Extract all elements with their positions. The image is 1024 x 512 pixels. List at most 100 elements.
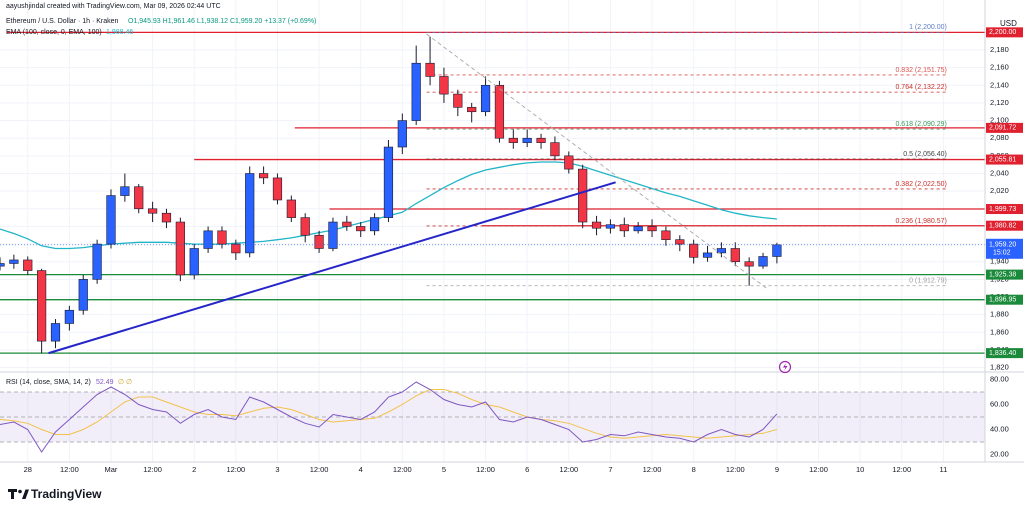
countdown: 15:02 — [993, 250, 1011, 257]
last-price-label: 1,959.20 — [989, 242, 1016, 249]
candle-body — [619, 224, 629, 232]
candle-body — [453, 93, 463, 108]
y-tick-label: 2,020 — [990, 186, 1009, 195]
candle-body — [702, 252, 713, 258]
candle-body — [134, 186, 144, 210]
level-tag — [986, 154, 1023, 165]
x-tick-label: 12:00 — [726, 465, 745, 474]
candle-body — [494, 84, 505, 139]
currency: USD — [1000, 19, 1017, 28]
candle-body — [578, 168, 588, 223]
candle-body — [0, 263, 5, 267]
last-price-tag — [986, 238, 1023, 259]
level-tag-label: 2,200.00 — [989, 29, 1016, 36]
x-tick-label: 5 — [442, 465, 446, 474]
x-tick-label: 4 — [359, 465, 363, 474]
candle-body — [9, 259, 19, 264]
x-tick-label: 12:00 — [393, 465, 412, 474]
credit: aayushjindal created with TradingView.co… — [6, 3, 221, 10]
level-tag — [986, 220, 1023, 231]
candle-body — [744, 261, 754, 267]
level-tag-label: 2,091.72 — [989, 125, 1016, 132]
candle-body — [231, 243, 241, 254]
fib-label: 0.764 (2,132.22) — [895, 84, 946, 91]
ema-value: 1,988.46 — [106, 29, 133, 36]
alert-icon[interactable] — [778, 360, 792, 374]
candle-body — [272, 177, 283, 201]
level-tag — [986, 269, 1023, 280]
trend-line — [426, 33, 767, 289]
fib-label: 0 (1,912.79) — [909, 278, 947, 285]
candle-body — [550, 142, 560, 157]
level-tag-label: 1,836.40 — [989, 350, 1016, 357]
candle-body — [148, 208, 158, 214]
candle-body — [50, 323, 61, 342]
candle-body — [633, 226, 643, 232]
candle-body — [758, 256, 768, 267]
x-tick-label: 2 — [192, 465, 196, 474]
x-tick-label: 10 — [856, 465, 864, 474]
y-tick-label: 1,880 — [990, 310, 1009, 319]
trend-line — [48, 181, 616, 355]
level-tag — [986, 122, 1023, 133]
x-tick-label: 12:00 — [143, 465, 162, 474]
level-tag-label: 2,055.81 — [989, 156, 1016, 163]
level-tag — [986, 27, 1023, 38]
candle-body — [175, 221, 185, 276]
candle-body — [64, 309, 74, 324]
candle-body — [203, 230, 213, 249]
brand: TradingView — [31, 487, 102, 501]
x-tick-label: 7 — [608, 465, 612, 474]
symbol: Ethereum / U.S. Dollar · 1h · Kraken — [6, 18, 119, 25]
candle-body — [314, 234, 324, 249]
candle-body — [37, 270, 47, 342]
ema-label: EMA (100, close, 0, EMA, 100) — [6, 29, 102, 36]
candle-body — [564, 155, 574, 170]
fib-label: 0.236 (1,980.57) — [895, 218, 946, 225]
rsi-value: 52.49 — [96, 379, 114, 386]
candle-body — [605, 224, 616, 229]
candle-body — [675, 239, 685, 245]
candle-body — [120, 186, 130, 196]
candle-body — [467, 107, 477, 113]
candle-body — [356, 226, 366, 232]
candle-body — [369, 217, 380, 232]
candle-body — [508, 137, 518, 143]
candle-body — [647, 226, 657, 232]
rsi-sma-line — [0, 389, 778, 439]
candle-body — [689, 243, 699, 258]
rsi-title: RSI (14, close, SMA, 14, 2) — [6, 379, 91, 386]
plot: 1 (2,200.00) 0.832 (2,151.75) 0.764 (2,132… — [0, 24, 985, 453]
x-tick-label: 12:00 — [892, 465, 911, 474]
axis: 1,8201,8401,8601,8801,9001,9201,9401,960… — [24, 27, 1023, 474]
x-tick-label: 12:00 — [559, 465, 578, 474]
candle-body — [286, 199, 296, 218]
level-tag-label: 1,980.82 — [989, 223, 1016, 230]
rsi-tick-label: 60.00 — [990, 399, 1009, 408]
fib-label: 0.382 (2,022.50) — [895, 181, 946, 188]
y-tick-label: 2,120 — [990, 98, 1009, 107]
rsi-tick-label: 20.00 — [990, 449, 1009, 458]
candle-body — [536, 137, 546, 143]
level-tag — [986, 348, 1023, 359]
candle-body — [106, 195, 116, 245]
candle-body — [78, 279, 88, 311]
candle-body — [189, 248, 199, 276]
rsi-tick-label: 80.00 — [990, 374, 1009, 383]
x-tick-label: 9 — [775, 465, 779, 474]
y-tick-label: 1,860 — [990, 327, 1009, 336]
x-tick-label: 12:00 — [809, 465, 828, 474]
candle-body — [92, 243, 102, 280]
level-tag — [986, 204, 1023, 215]
y-tick-label: 2,040 — [990, 168, 1009, 177]
candle-body — [217, 230, 227, 245]
candle-body — [522, 137, 532, 143]
x-tick-label: 12:00 — [476, 465, 495, 474]
candle-body — [161, 212, 172, 223]
rsi-tick-label: 40.00 — [990, 424, 1009, 433]
candle-body — [480, 84, 491, 113]
logo — [8, 489, 29, 499]
candle-body — [397, 120, 407, 148]
candle-body — [716, 248, 727, 254]
y-tick-label: 2,100 — [990, 116, 1009, 125]
